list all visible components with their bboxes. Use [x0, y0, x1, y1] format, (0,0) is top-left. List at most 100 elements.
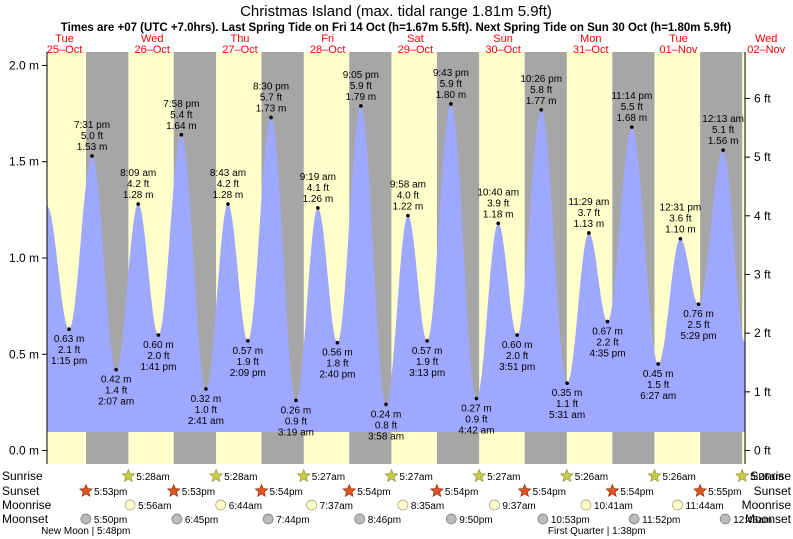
sunrise-time: 5:26am: [750, 472, 783, 483]
tide-label: 9:58 am: [390, 180, 426, 191]
tide-label: 7:58 pm: [163, 99, 199, 110]
tide-label: 2:41 am: [188, 416, 224, 427]
tide-point: [384, 402, 388, 407]
sunrise-icon: [384, 468, 399, 482]
moonrise-icon: [580, 499, 592, 511]
sunrise-time: 5:26am: [662, 472, 695, 483]
right-tick-label: 0 ft: [754, 444, 771, 458]
tide-label: 1.73 m: [256, 103, 287, 114]
tide-label: 0.67 m: [592, 327, 623, 338]
tide-point-high: 10:40 am3.9 ft1.18 m: [477, 187, 519, 226]
moon-phase-label: New Moon | 5:48pm: [41, 526, 130, 537]
sunrise-icon: [559, 468, 574, 482]
tide-point: [226, 202, 230, 206]
tide-point-high: 10:26 pm5.8 ft1.77 m: [520, 74, 562, 112]
right-tick-label: 1 ft: [754, 385, 771, 399]
moonrise-time: 11:44am: [686, 501, 724, 512]
tide-label: 9:43 pm: [433, 68, 469, 79]
sunrise-row-label-left: Sunrise: [2, 469, 43, 483]
tide-point-high: 7:58 pm5.4 ft1.64 m: [163, 99, 199, 137]
tide-label: 1.9 ft: [237, 357, 259, 368]
tide-label: 1.28 m: [123, 190, 154, 201]
tide-label: 5.8 ft: [530, 85, 552, 96]
tide-point-high: 7:31 pm5.0 ft1.53 m: [74, 120, 110, 158]
sunrise-icon: [647, 468, 662, 482]
tide-point-low: 0.32 m1.0 ft2:41 am: [188, 387, 224, 427]
tide-point: [114, 367, 118, 372]
sunset-icon: [693, 483, 708, 497]
sunrise-time: 5:27am: [487, 472, 520, 483]
day-date: 28–Oct: [310, 44, 345, 56]
tide-label: 1.8 ft: [326, 359, 348, 370]
day-of-week: Sat: [407, 33, 424, 45]
tide-point: [425, 338, 429, 343]
tide-label: 4:42 am: [458, 426, 494, 437]
tide-point-low: 0.60 m2.0 ft3:51 pm: [499, 333, 535, 373]
moonset-row-label-right: Moonset: [745, 512, 792, 526]
left-tick-label: 0.0 m: [9, 444, 39, 458]
tide-label: 0.32 m: [191, 394, 222, 405]
tide-label: 12:31 pm: [660, 203, 702, 214]
sunset-time: 5:54pm: [270, 487, 303, 498]
tide-label: 1.56 m: [708, 136, 739, 147]
sunset-time: 5:53pm: [94, 487, 127, 498]
day-of-week: Wed: [141, 33, 163, 45]
tide-label: 4.0 ft: [397, 191, 419, 202]
tide-label: 2.0 ft: [147, 351, 169, 362]
moonset-time: 6:45pm: [185, 515, 218, 526]
sunset-time: 5:54pm: [620, 487, 653, 498]
left-tick-label: 2.0 m: [9, 58, 39, 72]
right-tick-label: 3 ft: [754, 267, 771, 281]
tide-label: 1.68 m: [617, 113, 648, 124]
tide-label: 1.77 m: [526, 96, 557, 107]
moonrise-time: 10:41am: [594, 501, 633, 512]
tide-label: 11:14 pm: [611, 91, 652, 102]
tide-point-high: 12:31 pm3.6 ft1.10 m: [660, 203, 702, 241]
moonset-icon: [719, 513, 731, 525]
tide-point-low: 0.67 m2.2 ft4:35 pm: [589, 319, 626, 360]
day-of-week: Mon: [580, 33, 601, 45]
tide-point: [605, 319, 610, 324]
right-tick-label: 2 ft: [754, 326, 771, 340]
tide-label: 0.9 ft: [285, 416, 307, 427]
moonrise-icon: [672, 499, 683, 511]
right-tick-label: 4 ft: [754, 209, 771, 223]
tide-labels: 0.63 m2.1 ft1:15 pm 7:31 pm5.0 ft1.53 m 0.…: [51, 68, 744, 442]
tide-label: 6:27 am: [640, 391, 676, 402]
sunset-icon: [79, 483, 93, 497]
tide-point: [269, 115, 273, 120]
moonset-row-label-left: Moonset: [2, 512, 49, 526]
tide-point-high: 9:58 am4.0 ft1.22 m: [390, 180, 426, 218]
moonset-time: 10:53pm: [551, 515, 590, 526]
tide-label: 8:30 pm: [253, 81, 289, 92]
moonrise-time: 7:37am: [320, 501, 353, 512]
left-tick-label: 1.0 m: [9, 251, 39, 265]
tide-label: 1.64 m: [166, 121, 197, 132]
right-tick-label: 6 ft: [754, 91, 771, 105]
day-of-week: Wed: [755, 33, 777, 45]
sunset-time: 5:55pm: [708, 487, 741, 498]
tide-label: 0.26 m: [281, 405, 312, 416]
tide-label: 10:26 pm: [520, 74, 562, 85]
sunset-time: 5:54pm: [357, 487, 390, 498]
sunrise-icon: [472, 468, 487, 482]
sunset-row-label-right: Sunset: [754, 484, 792, 498]
tide-point: [587, 231, 591, 235]
tide-label: 1.13 m: [574, 219, 605, 230]
moonrise-row-label-left: Moonrise: [2, 498, 52, 512]
day-date: 26–Oct: [135, 44, 170, 56]
tide-point: [656, 362, 661, 366]
tide-label: 1.9 ft: [416, 357, 438, 368]
sunset-row-label-left: Sunset: [2, 484, 40, 498]
tide-label: 5:31 am: [549, 410, 585, 421]
sunset-time: 5:54pm: [445, 487, 478, 498]
tide-point-low: 0.57 m1.9 ft3:13 pm: [409, 338, 445, 379]
moonrise-icon: [306, 499, 318, 511]
tide-label: 1.1 ft: [556, 399, 578, 410]
tide-point-high: 9:43 pm5.9 ft1.80 m: [433, 68, 469, 106]
moonrise-icon: [489, 499, 500, 511]
tide-label: 2:07 am: [98, 397, 134, 408]
tide-label: 7:31 pm: [74, 120, 110, 131]
tide-label: 5.1 ft: [712, 125, 734, 136]
